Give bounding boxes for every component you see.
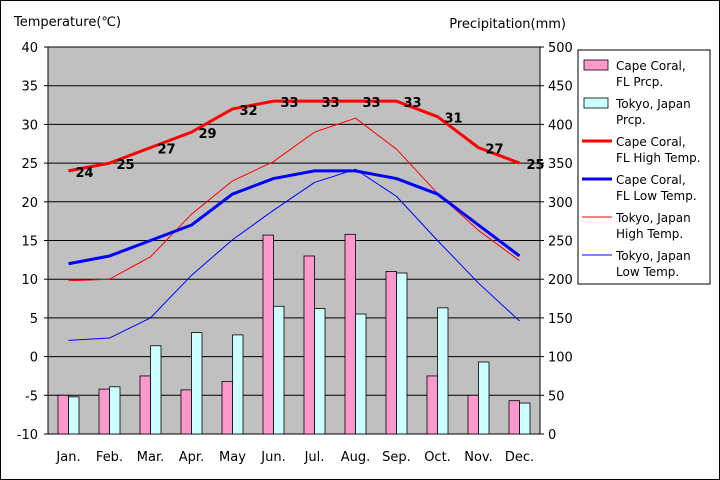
y-tick-label: 20 (21, 196, 38, 211)
data-label: 27 (157, 143, 175, 158)
y2-tick-label: 350 (548, 157, 573, 172)
bar (109, 386, 121, 435)
legend-label: Cape Coral, (616, 173, 686, 187)
data-label: 31 (444, 112, 462, 127)
x-tick-label: Apr. (179, 450, 204, 465)
bar (98, 388, 110, 435)
series-line (68, 99, 521, 173)
x-tick-label: Oct. (424, 450, 451, 465)
data-label: 33 (403, 96, 421, 111)
legend-swatch (583, 97, 609, 109)
y-tick-label: 35 (21, 80, 38, 95)
x-tick-label: Feb. (96, 450, 123, 465)
bar (344, 233, 356, 435)
bar (437, 307, 449, 435)
bar (467, 394, 479, 435)
data-label: 29 (198, 127, 216, 142)
legend-label: Tokyo, Japan (615, 97, 691, 111)
legend-label: Tokyo, Japan (615, 211, 691, 225)
bar (355, 313, 367, 435)
x-tick-label: Sep. (382, 450, 411, 465)
bar (273, 305, 285, 435)
bar (232, 334, 244, 435)
y-tick-label: -10 (17, 428, 38, 443)
y-tick-label: 25 (21, 157, 38, 172)
y-tick-label: 0 (30, 351, 38, 366)
y-tick-label: 15 (21, 235, 38, 250)
x-tick-label: Jul. (304, 450, 325, 465)
x-tick-label: Jan. (55, 450, 80, 465)
y2-axis-title: Precipitation(mm) (449, 17, 566, 32)
bar (221, 380, 233, 435)
bar (478, 361, 490, 435)
bar (396, 272, 408, 435)
bar (191, 332, 203, 435)
legend-label: Cape Coral, (616, 59, 686, 73)
x-tick-label: Mar. (137, 450, 164, 465)
bar (150, 345, 162, 435)
legend-swatch (583, 59, 609, 71)
legend-label: FL High Temp. (616, 151, 701, 165)
legend-label: FL Low Temp. (616, 189, 697, 203)
data-label: 27 (485, 143, 503, 158)
y2-tick-label: 100 (548, 351, 573, 366)
x-tick-label: Aug. (341, 450, 371, 465)
y2-tick-label: 450 (548, 80, 573, 95)
y-tick-label: 10 (21, 273, 38, 288)
bar (68, 396, 80, 435)
y-axis-title: Temperature(℃) (13, 15, 121, 30)
y-tick-label: 30 (21, 118, 38, 133)
y2-tick-label: 200 (548, 273, 573, 288)
bar (508, 400, 520, 435)
data-label: 33 (280, 96, 298, 111)
legend-label: Cape Coral, (616, 135, 686, 149)
x-tick-label: May (219, 450, 246, 465)
y2-tick-label: 300 (548, 196, 573, 211)
data-label: 32 (239, 104, 257, 119)
x-tick-label: Nov. (464, 450, 493, 465)
y2-tick-label: 150 (548, 312, 573, 327)
legend-label: FL Prcp. (616, 75, 663, 89)
bar (57, 394, 69, 435)
bar (519, 402, 531, 435)
legend-label: High Temp. (616, 227, 683, 241)
y2-tick-label: 0 (548, 428, 556, 443)
series-line (68, 169, 521, 266)
y2-tick-label: 50 (548, 389, 565, 404)
data-label: 25 (526, 158, 544, 173)
y2-tick-label: 400 (548, 118, 573, 133)
data-label: 25 (116, 158, 134, 173)
x-tick-label: Jun. (260, 450, 285, 465)
data-label: 33 (362, 96, 380, 111)
bar (180, 389, 192, 435)
data-label: 33 (321, 96, 339, 111)
legend-label: Low Temp. (616, 265, 679, 279)
legend-label: Prcp. (616, 113, 646, 127)
y-tick-label: 5 (30, 312, 38, 327)
bar (314, 308, 326, 435)
data-label: 24 (75, 166, 93, 181)
series-line (68, 168, 520, 341)
y2-tick-label: 250 (548, 235, 573, 250)
y-tick-label: 40 (21, 41, 38, 56)
bar (385, 271, 397, 435)
x-tick-label: Dec. (505, 450, 534, 465)
legend-label: Tokyo, Japan (615, 249, 691, 263)
y2-tick-label: 500 (548, 41, 573, 56)
bar (426, 375, 438, 435)
bar (139, 375, 151, 435)
y-tick-label: -5 (25, 389, 38, 404)
legend-box (577, 49, 711, 285)
bar (262, 234, 274, 435)
bar (303, 255, 315, 435)
